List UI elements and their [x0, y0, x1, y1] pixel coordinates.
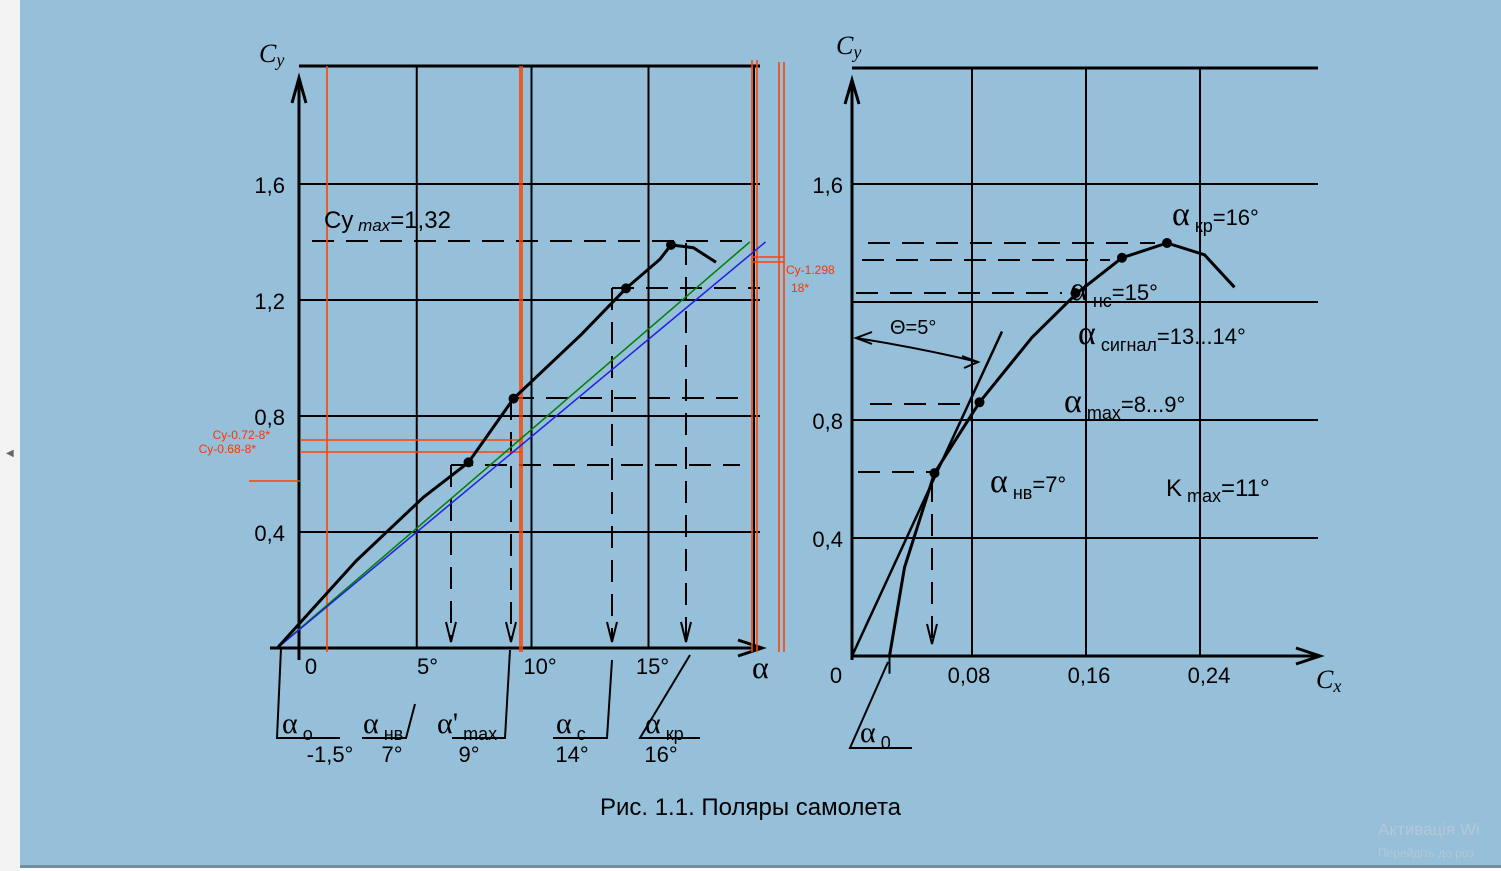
y-tick-label: 0,8	[254, 405, 285, 430]
x-tick-label: 10°	[523, 654, 556, 679]
y-tick-label: 0,8	[812, 409, 843, 434]
drop-arrow-icon	[445, 621, 457, 643]
side-note-cy068: Cy-0.68-8*	[199, 442, 257, 456]
cymax-annotation: Cy max=1,32	[324, 207, 451, 235]
annotation-0: α кр=16°	[1172, 196, 1259, 236]
y-axis-arrow	[290, 72, 308, 104]
annotation-1: α нс=15°	[1070, 271, 1158, 311]
annotation-2: α сигнал=13...14°	[1078, 315, 1246, 355]
curve-point	[666, 239, 676, 250]
activation-watermark: Активація Wi	[1378, 820, 1480, 839]
dashed-guides	[312, 240, 1155, 645]
curve-point	[1117, 252, 1127, 263]
figure-background	[20, 0, 1501, 868]
activation-watermark-subtitle: Перейдіть до роз	[1378, 846, 1474, 860]
left-edge-strip: ◀	[0, 0, 20, 871]
curve-point	[1162, 238, 1172, 248]
drop-arrow-icon	[680, 621, 692, 643]
y-tick-label: 1,2	[254, 289, 285, 314]
cy-cx-polar-curve	[888, 241, 1236, 657]
left-triangle-icon[interactable]: ◀	[6, 448, 14, 459]
cy-alpha-curve	[276, 243, 717, 650]
side-note-cy072: Cy-0.72-8*	[213, 428, 271, 442]
x-tick-label: 0	[305, 654, 317, 679]
y-axis-label: Cy	[836, 31, 861, 62]
right-chart-grid	[843, 66, 1325, 666]
reference-lines	[249, 60, 785, 652]
x-tick-label: 0,08	[948, 663, 991, 688]
angle-leader-line	[275, 647, 340, 739]
annotation-7: α 0	[860, 716, 891, 753]
angle-value-2: 9°	[458, 742, 479, 767]
x-tick-label: 0,24	[1188, 663, 1231, 688]
annotation-4: α нв=7°	[990, 463, 1066, 503]
theta-arrow-icon	[853, 331, 873, 345]
side-note-cy1298: Cy-1.298	[786, 263, 835, 277]
drop-arrow-icon	[926, 623, 938, 645]
theta-arc	[855, 337, 979, 363]
drop-arrow-icon	[505, 621, 517, 643]
y-tick-label: 0,4	[812, 527, 843, 552]
curve-point	[621, 283, 631, 294]
polar-curves	[276, 241, 1236, 674]
curve-point	[974, 397, 985, 408]
x-axis-arrow	[1295, 646, 1325, 666]
curve-point	[929, 468, 940, 479]
theta-arrow-icon	[961, 355, 981, 369]
annotation-3: α max=8...9°	[1064, 383, 1185, 423]
angle-value-3: 14°	[555, 742, 588, 767]
angle-leader-line	[452, 649, 511, 739]
x-axis-label: Cx	[1316, 665, 1341, 696]
x-tick-label: 0	[830, 663, 842, 688]
angle-leader-line	[638, 654, 700, 739]
x-tick-label: 0,16	[1068, 663, 1111, 688]
curve-point	[508, 393, 519, 404]
alpha0-leader-line	[848, 661, 912, 749]
x-axis-label: α	[752, 649, 769, 685]
y-tick-label: 0,4	[254, 521, 285, 546]
green-reference-line	[276, 241, 751, 649]
angle-leader-line	[362, 703, 416, 739]
blue-reference-line	[276, 241, 766, 649]
y-tick-label: 1,6	[812, 173, 843, 198]
angle-value-1: 7°	[381, 742, 402, 767]
curve-points	[463, 238, 1172, 479]
annotation-5: K max=11°	[1166, 475, 1270, 506]
curve-point	[463, 457, 474, 468]
annotation-theta: Θ=5°	[890, 317, 936, 339]
y-tick-label: 1,6	[254, 173, 285, 198]
y-axis-label: Cy	[259, 39, 284, 70]
curve-point	[1070, 288, 1081, 299]
tick-labels: 0,4 0,8 1,2 1,6 0 5° 10° 15° 0,4 0,8 1,6 0 0,08 0,16 0…	[254, 173, 1230, 688]
angle-leader-line	[553, 659, 613, 739]
angle-value-0: -1,5°	[307, 742, 354, 767]
drop-arrow-icon	[606, 621, 618, 643]
figure-caption: Рис. 1.1. Поляры самолета	[599, 794, 902, 821]
x-tick-label: 5°	[417, 654, 438, 679]
left-chart-grid	[270, 64, 767, 660]
side-note-18: 18*	[791, 281, 809, 295]
x-axis-arrow	[737, 638, 767, 658]
x-tick-label: 15°	[636, 654, 669, 679]
angle-value-4: 16°	[644, 742, 677, 767]
y-axis-arrow	[843, 74, 861, 105]
